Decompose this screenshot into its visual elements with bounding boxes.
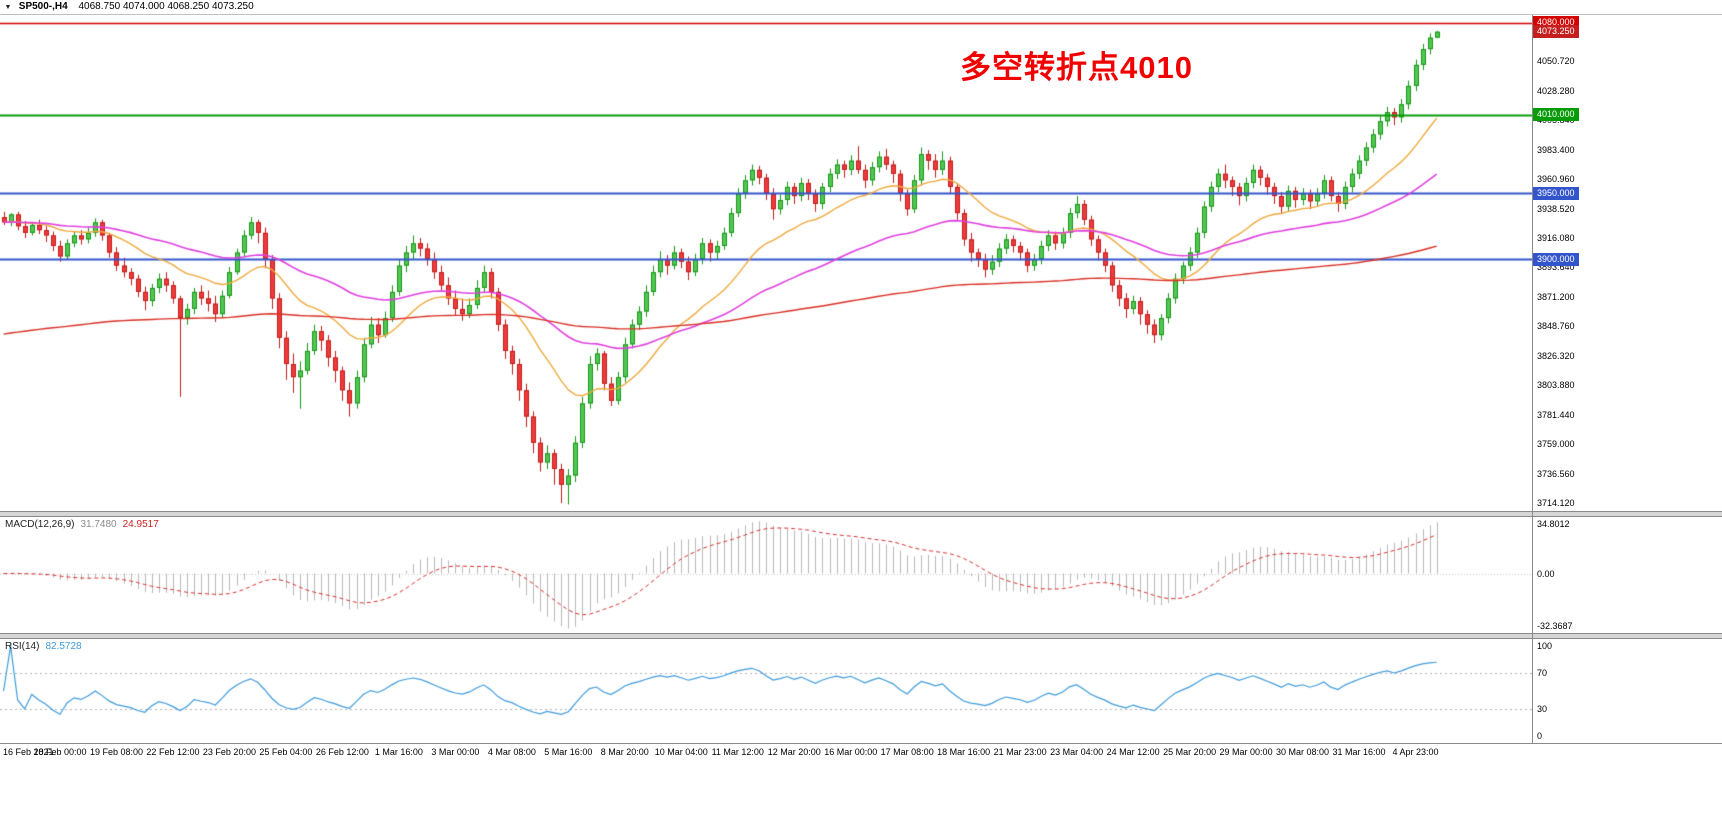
price-axis-tick: 3736.560 (1537, 469, 1575, 479)
time-axis-label: 16 Feb 2021 (3, 747, 54, 757)
price-level-badge: 4073.250 (1533, 25, 1579, 38)
macd-panel-label: MACD(12,26,9) 31.7480 24.9517 (5, 519, 159, 531)
time-axis-label: 22 Feb 12:00 (146, 747, 200, 757)
rsi-panel-label: RSI(14) 82.5728 (5, 641, 82, 653)
rsi-axis-tick: 70 (1537, 668, 1548, 678)
macd-main-value: 31.7480 (80, 519, 117, 530)
time-axis-label: 31 Mar 16:00 (1332, 747, 1386, 757)
time-axis-label: 30 Mar 08:00 (1276, 747, 1330, 757)
time-axis-label: 21 Mar 23:00 (993, 747, 1047, 757)
time-axis-label: 10 Mar 04:00 (654, 747, 708, 757)
price-level-badge: 3950.000 (1533, 187, 1579, 200)
time-axis-label: 24 Mar 12:00 (1106, 747, 1160, 757)
symbol-timeframe-label: SP500-,H4 (18, 1, 68, 12)
macd-axis-min: -32.3687 (1537, 621, 1573, 631)
rsi-axis-tick: 30 (1537, 704, 1548, 714)
price-axis-column[interactable]: 4050.7204028.2804005.8403983.4003960.960… (1533, 15, 1721, 743)
time-axis-label: 19 Feb 08:00 (89, 747, 144, 757)
price-axis-tick: 3871.200 (1537, 292, 1575, 302)
chart-title-bar: ▼ SP500-,H4 4068.750 4074.000 4068.250 4… (0, 0, 1722, 15)
price-chart-canvas[interactable] (0, 15, 1532, 511)
price-axis-tick: 3714.120 (1537, 498, 1575, 508)
macd-signal-value: 24.9517 (122, 519, 159, 530)
macd-axis-max: 34.8012 (1537, 519, 1570, 529)
price-axis-tick: 3960.960 (1537, 174, 1575, 184)
rsi-axis-tick: 0 (1537, 731, 1543, 741)
rsi-axis-tick: 100 (1537, 641, 1553, 651)
time-axis-label: 8 Mar 20:00 (600, 747, 649, 757)
time-axis[interactable]: 16 Feb 2021 18 Feb 00:00 19 Feb 08:00 22 Fe… (0, 743, 1722, 762)
time-axis-label: 5 Mar 16:00 (544, 747, 593, 757)
time-axis-label: 18 Feb 00:00 (33, 747, 87, 757)
price-axis-tick: 3826.320 (1537, 351, 1575, 361)
time-axis-label: 26 Feb 12:00 (315, 747, 369, 757)
rsi-value: 82.5728 (45, 641, 82, 652)
rsi-panel-canvas[interactable] (0, 639, 1532, 743)
rsi-indicator-name: RSI(14) (5, 641, 40, 652)
time-axis-label: 23 Mar 04:00 (1050, 747, 1104, 757)
price-axis-tick: 3781.440 (1537, 410, 1575, 420)
price-axis-tick: 3938.520 (1537, 204, 1575, 214)
price-axis-tick: 3983.400 (1537, 145, 1575, 155)
time-axis-label: 4 Apr 23:00 (1392, 747, 1439, 757)
price-axis-tick: 3848.760 (1537, 321, 1575, 331)
time-axis-label: 1 Mar 16:00 (374, 747, 423, 757)
time-axis-label: 11 Mar 12:00 (711, 747, 764, 757)
time-axis-label: 25 Mar 20:00 (1163, 747, 1217, 757)
price-level-badge: 3900.000 (1533, 253, 1579, 266)
time-axis-label: 16 Mar 00:00 (824, 747, 878, 757)
price-level-badge: 4010.000 (1533, 108, 1579, 121)
time-axis-label: 29 Mar 00:00 (1219, 747, 1273, 757)
window-footer-space (0, 761, 1722, 839)
panel-separator[interactable] (0, 511, 1722, 517)
time-axis-label: 3 Mar 00:00 (431, 747, 480, 757)
macd-axis-zero: 0.00 (1537, 569, 1555, 579)
time-axis-label: 18 Mar 16:00 (937, 747, 991, 757)
axis-divider-line (1532, 15, 1533, 743)
time-axis-label: 12 Mar 20:00 (767, 747, 821, 757)
price-axis-tick: 3893.640 (1537, 262, 1575, 272)
time-axis-label: 4 Mar 08:00 (487, 747, 536, 757)
price-axis-tick: 3916.080 (1537, 233, 1575, 243)
panel-separator[interactable] (0, 633, 1722, 639)
time-axis-label: 23 Feb 20:00 (202, 747, 256, 757)
time-axis-label: 25 Feb 04:00 (259, 747, 313, 757)
price-axis-tick: 3803.880 (1537, 380, 1575, 390)
macd-indicator-name: MACD(12,26,9) (5, 519, 75, 530)
price-axis-tick: 4028.280 (1537, 86, 1575, 96)
annotation-text: 多空转折点4010 (960, 50, 1193, 85)
macd-panel-canvas[interactable] (0, 517, 1532, 633)
price-axis-tick: 4050.720 (1537, 56, 1575, 66)
chart-menu-icon[interactable]: ▼ (4, 4, 12, 11)
time-axis-label: 17 Mar 08:00 (880, 747, 934, 757)
ohlc-values: 4068.750 4074.000 4068.250 4073.250 (78, 1, 254, 12)
price-axis-tick: 3759.000 (1537, 439, 1575, 449)
